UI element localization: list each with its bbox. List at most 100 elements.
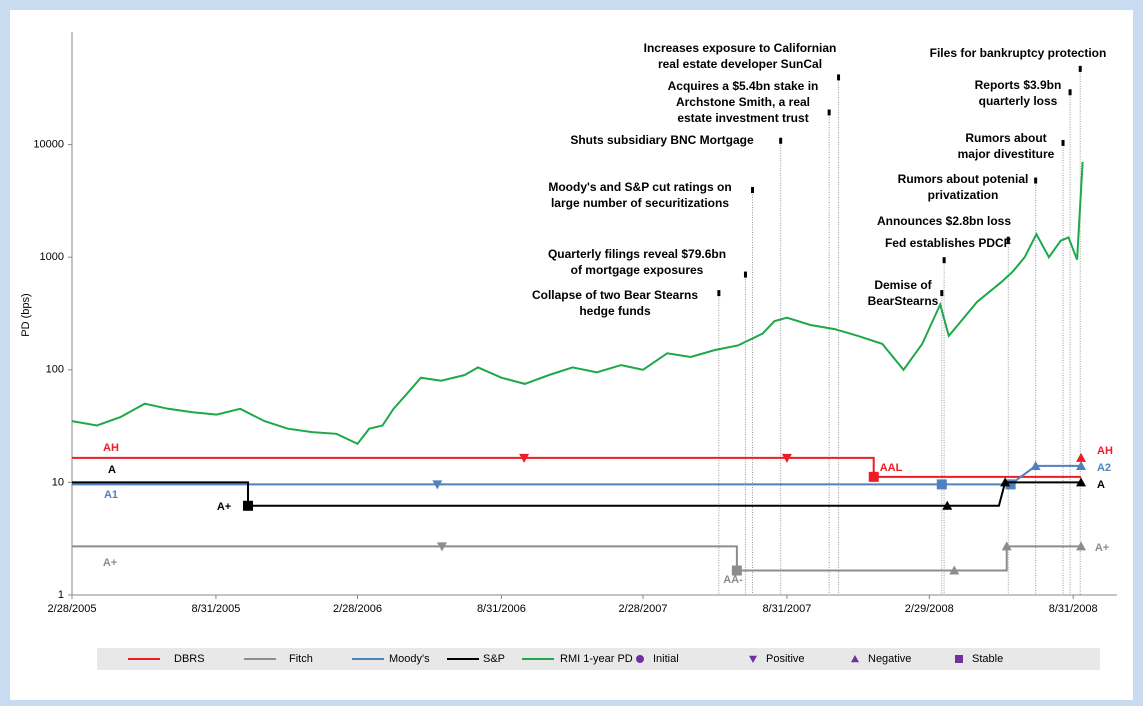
marker — [936, 479, 947, 490]
event-label: large number of securitizations — [551, 196, 729, 210]
y-axis-label: PD (bps) — [20, 293, 32, 336]
event-label: Moody's and S&P cut ratings on — [548, 180, 731, 194]
legend-label: Moody's — [389, 653, 430, 665]
series-line — [72, 456, 1081, 478]
legend-box — [97, 648, 1100, 670]
legend-label: S&P — [483, 653, 505, 665]
legend-marker — [749, 655, 757, 663]
event-label: Announces $2.8bn loss — [877, 214, 1011, 228]
event-tick — [751, 187, 755, 194]
event-tick — [1061, 139, 1065, 146]
marker — [1001, 541, 1012, 551]
event-label: BearStearns — [868, 294, 939, 308]
event-label: Fed establishes PDCF — [885, 236, 1011, 250]
rating-label: A — [1097, 479, 1105, 491]
event-label: Rumors about potenial — [898, 172, 1029, 186]
rating-label: AH — [1097, 445, 1113, 457]
event-label: Collapse of two Bear Stearns — [532, 288, 698, 302]
series-line — [72, 545, 1081, 572]
event-tick — [1068, 89, 1072, 96]
x-tick-label: 8/31/2006 — [477, 603, 526, 615]
x-tick-label: 2/28/2007 — [619, 603, 668, 615]
event-tick — [940, 290, 944, 297]
marker — [1000, 477, 1011, 487]
event-label: Files for bankruptcy protection — [930, 46, 1107, 60]
marker — [949, 565, 960, 575]
y-tick-label: 100 — [46, 364, 64, 376]
event-tick — [1078, 65, 1082, 72]
x-tick-label: 2/28/2006 — [333, 603, 382, 615]
event-tick — [837, 74, 841, 81]
event-label: Reports $3.9bn — [975, 78, 1062, 92]
x-tick-label: 2/28/2005 — [48, 603, 97, 615]
x-tick-label: 8/31/2008 — [1049, 603, 1098, 615]
rating-label: AAL — [880, 462, 903, 474]
series-line — [72, 464, 1081, 486]
y-tick-label: 1 — [58, 589, 64, 601]
event-label: privatization — [928, 188, 999, 202]
x-tick-label: 2/29/2008 — [905, 603, 954, 615]
y-tick-label: 1000 — [40, 251, 64, 263]
marker — [432, 480, 443, 490]
event-label: Increases exposure to Californian — [644, 41, 837, 55]
legend-label: Fitch — [289, 653, 313, 665]
legend-marker — [636, 655, 644, 663]
rating-label: A1 — [104, 489, 118, 501]
series-line — [71, 161, 1084, 446]
event-label: real estate developer SunCal — [658, 57, 822, 71]
rating-label: A+ — [217, 501, 231, 513]
x-tick-label: 8/31/2005 — [191, 603, 240, 615]
rating-label: AH — [103, 442, 119, 454]
event-label: hedge funds — [579, 304, 651, 318]
event-tick — [1034, 177, 1038, 184]
legend-marker — [851, 655, 859, 663]
event-tick — [743, 271, 747, 278]
legend-marker — [955, 655, 963, 663]
event-label: Shuts subsidiary BNC Mortgage — [570, 133, 754, 147]
y-tick-label: 10000 — [33, 139, 64, 151]
rating-label: A2 — [1097, 462, 1111, 474]
rating-label: A+ — [103, 557, 117, 569]
event-tick — [1006, 236, 1010, 243]
event-label: Demise of — [874, 278, 932, 292]
event-label: major divestiture — [958, 147, 1055, 161]
panel — [10, 10, 1133, 700]
legend-label: Initial — [653, 653, 679, 665]
event-label: Archstone Smith, a real — [676, 95, 810, 109]
marker — [436, 542, 447, 552]
event-tick — [717, 290, 721, 297]
event-label: Quarterly filings reveal $79.6bn — [548, 247, 726, 261]
event-label: Acquires a $5.4bn stake in — [668, 79, 819, 93]
marker — [519, 453, 530, 463]
event-label: quarterly loss — [979, 94, 1058, 108]
rating-label: A — [108, 464, 116, 476]
marker — [1005, 479, 1016, 490]
marker — [781, 453, 792, 463]
marker — [1030, 460, 1041, 470]
event-tick — [827, 109, 831, 116]
event-tick — [779, 137, 783, 144]
marker — [1076, 460, 1087, 470]
rating-label: A+ — [1095, 542, 1109, 554]
legend-label: RMI 1-year PD — [560, 653, 633, 665]
marker — [731, 565, 742, 576]
event-tick — [942, 257, 946, 264]
series-line — [72, 481, 1081, 507]
x-tick-label: 8/31/2007 — [762, 603, 811, 615]
marker — [1076, 477, 1087, 487]
legend-label: Negative — [868, 653, 911, 665]
marker — [242, 500, 253, 511]
marker — [1076, 541, 1087, 551]
legend-label: DBRS — [174, 653, 205, 665]
rating-label: AA- — [723, 574, 743, 586]
event-label: Rumors about — [965, 131, 1046, 145]
event-label: estate investment trust — [677, 111, 808, 125]
marker — [942, 500, 953, 510]
y-tick-label: 10 — [52, 476, 64, 488]
marker — [1076, 452, 1087, 462]
event-label: of mortgage exposures — [571, 263, 704, 277]
legend-label: Stable — [972, 653, 1003, 665]
legend-label: Positive — [766, 653, 805, 665]
marker — [868, 471, 879, 482]
